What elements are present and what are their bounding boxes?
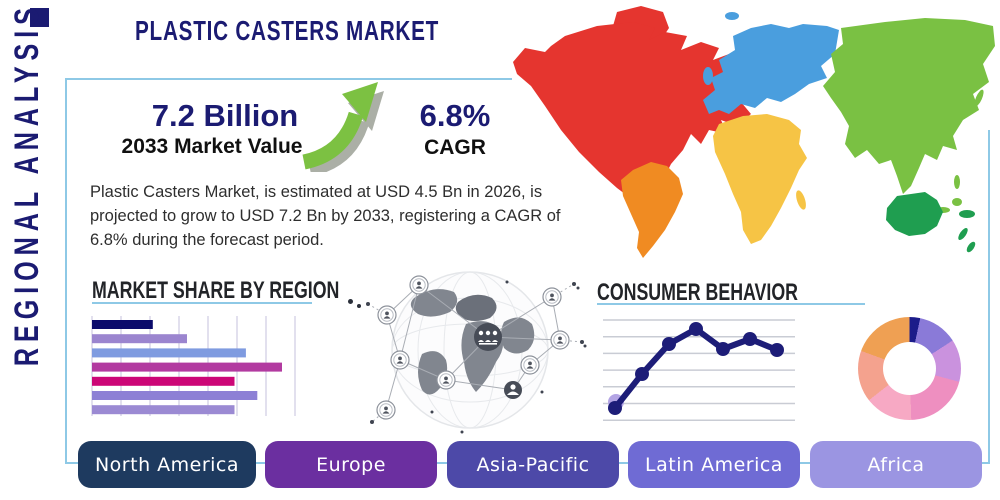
globe-network-graphic <box>366 271 587 434</box>
region-button-asia-pacific[interactable]: Asia-Pacific <box>447 441 619 488</box>
map-europe <box>703 24 839 114</box>
world-map <box>513 6 995 258</box>
market-value-caption: 2033 Market Value <box>121 135 303 158</box>
line-chart-title-underline <box>597 303 865 305</box>
decorative-dot <box>348 299 353 304</box>
decorative-dot <box>357 304 361 308</box>
market-share-bar-chart <box>91 316 296 416</box>
side-vertical-label: REGIONAL ANALYSIS <box>8 2 52 430</box>
map-japan <box>974 89 984 107</box>
card-border-left <box>65 78 67 464</box>
map-borneo <box>952 198 962 206</box>
region-button-europe[interactable]: Europe <box>265 441 437 488</box>
corner-accent-square <box>30 8 49 27</box>
map-australia <box>886 192 943 236</box>
region-button-latin-america[interactable]: Latin America <box>628 441 800 488</box>
regional-donut-chart <box>858 317 961 420</box>
cagr-caption: CAGR <box>424 136 486 159</box>
person-node-dark <box>504 381 522 399</box>
cagr-stat: 6.8% <box>419 98 491 133</box>
map-new-guinea <box>959 210 975 218</box>
card-border-top <box>65 78 512 80</box>
region-button-africa[interactable]: Africa <box>810 441 982 488</box>
map-madagascar <box>796 190 806 210</box>
bar-chart-title-underline <box>92 302 312 304</box>
map-uk <box>703 67 713 85</box>
map-iceland <box>725 12 739 20</box>
group-people-node <box>474 323 502 351</box>
map-nz-north <box>958 228 968 240</box>
map-north-america <box>513 22 751 242</box>
page-title: PLASTIC CASTERS MARKET <box>135 15 440 46</box>
side-vertical-label-text: REGIONAL ANALYSIS <box>8 2 46 367</box>
line-chart-title: CONSUMER BEHAVIOR <box>597 279 798 306</box>
map-south-america <box>621 162 683 258</box>
region-button-north-america[interactable]: North America <box>78 441 256 488</box>
map-africa <box>713 114 807 244</box>
card-border-right <box>988 130 990 464</box>
map-nz-south <box>966 241 976 253</box>
bar-chart-title: MARKET SHARE BY REGION <box>92 277 340 304</box>
donut-hole <box>883 342 936 395</box>
market-value-stat: 7.2 Billion <box>151 98 299 133</box>
map-asia <box>823 18 995 194</box>
market-description: Plastic Casters Market, is estimated at … <box>90 183 561 249</box>
map-philippines <box>954 175 960 189</box>
growth-arrow-icon <box>300 78 384 177</box>
consumer-behavior-line-chart <box>603 319 795 421</box>
